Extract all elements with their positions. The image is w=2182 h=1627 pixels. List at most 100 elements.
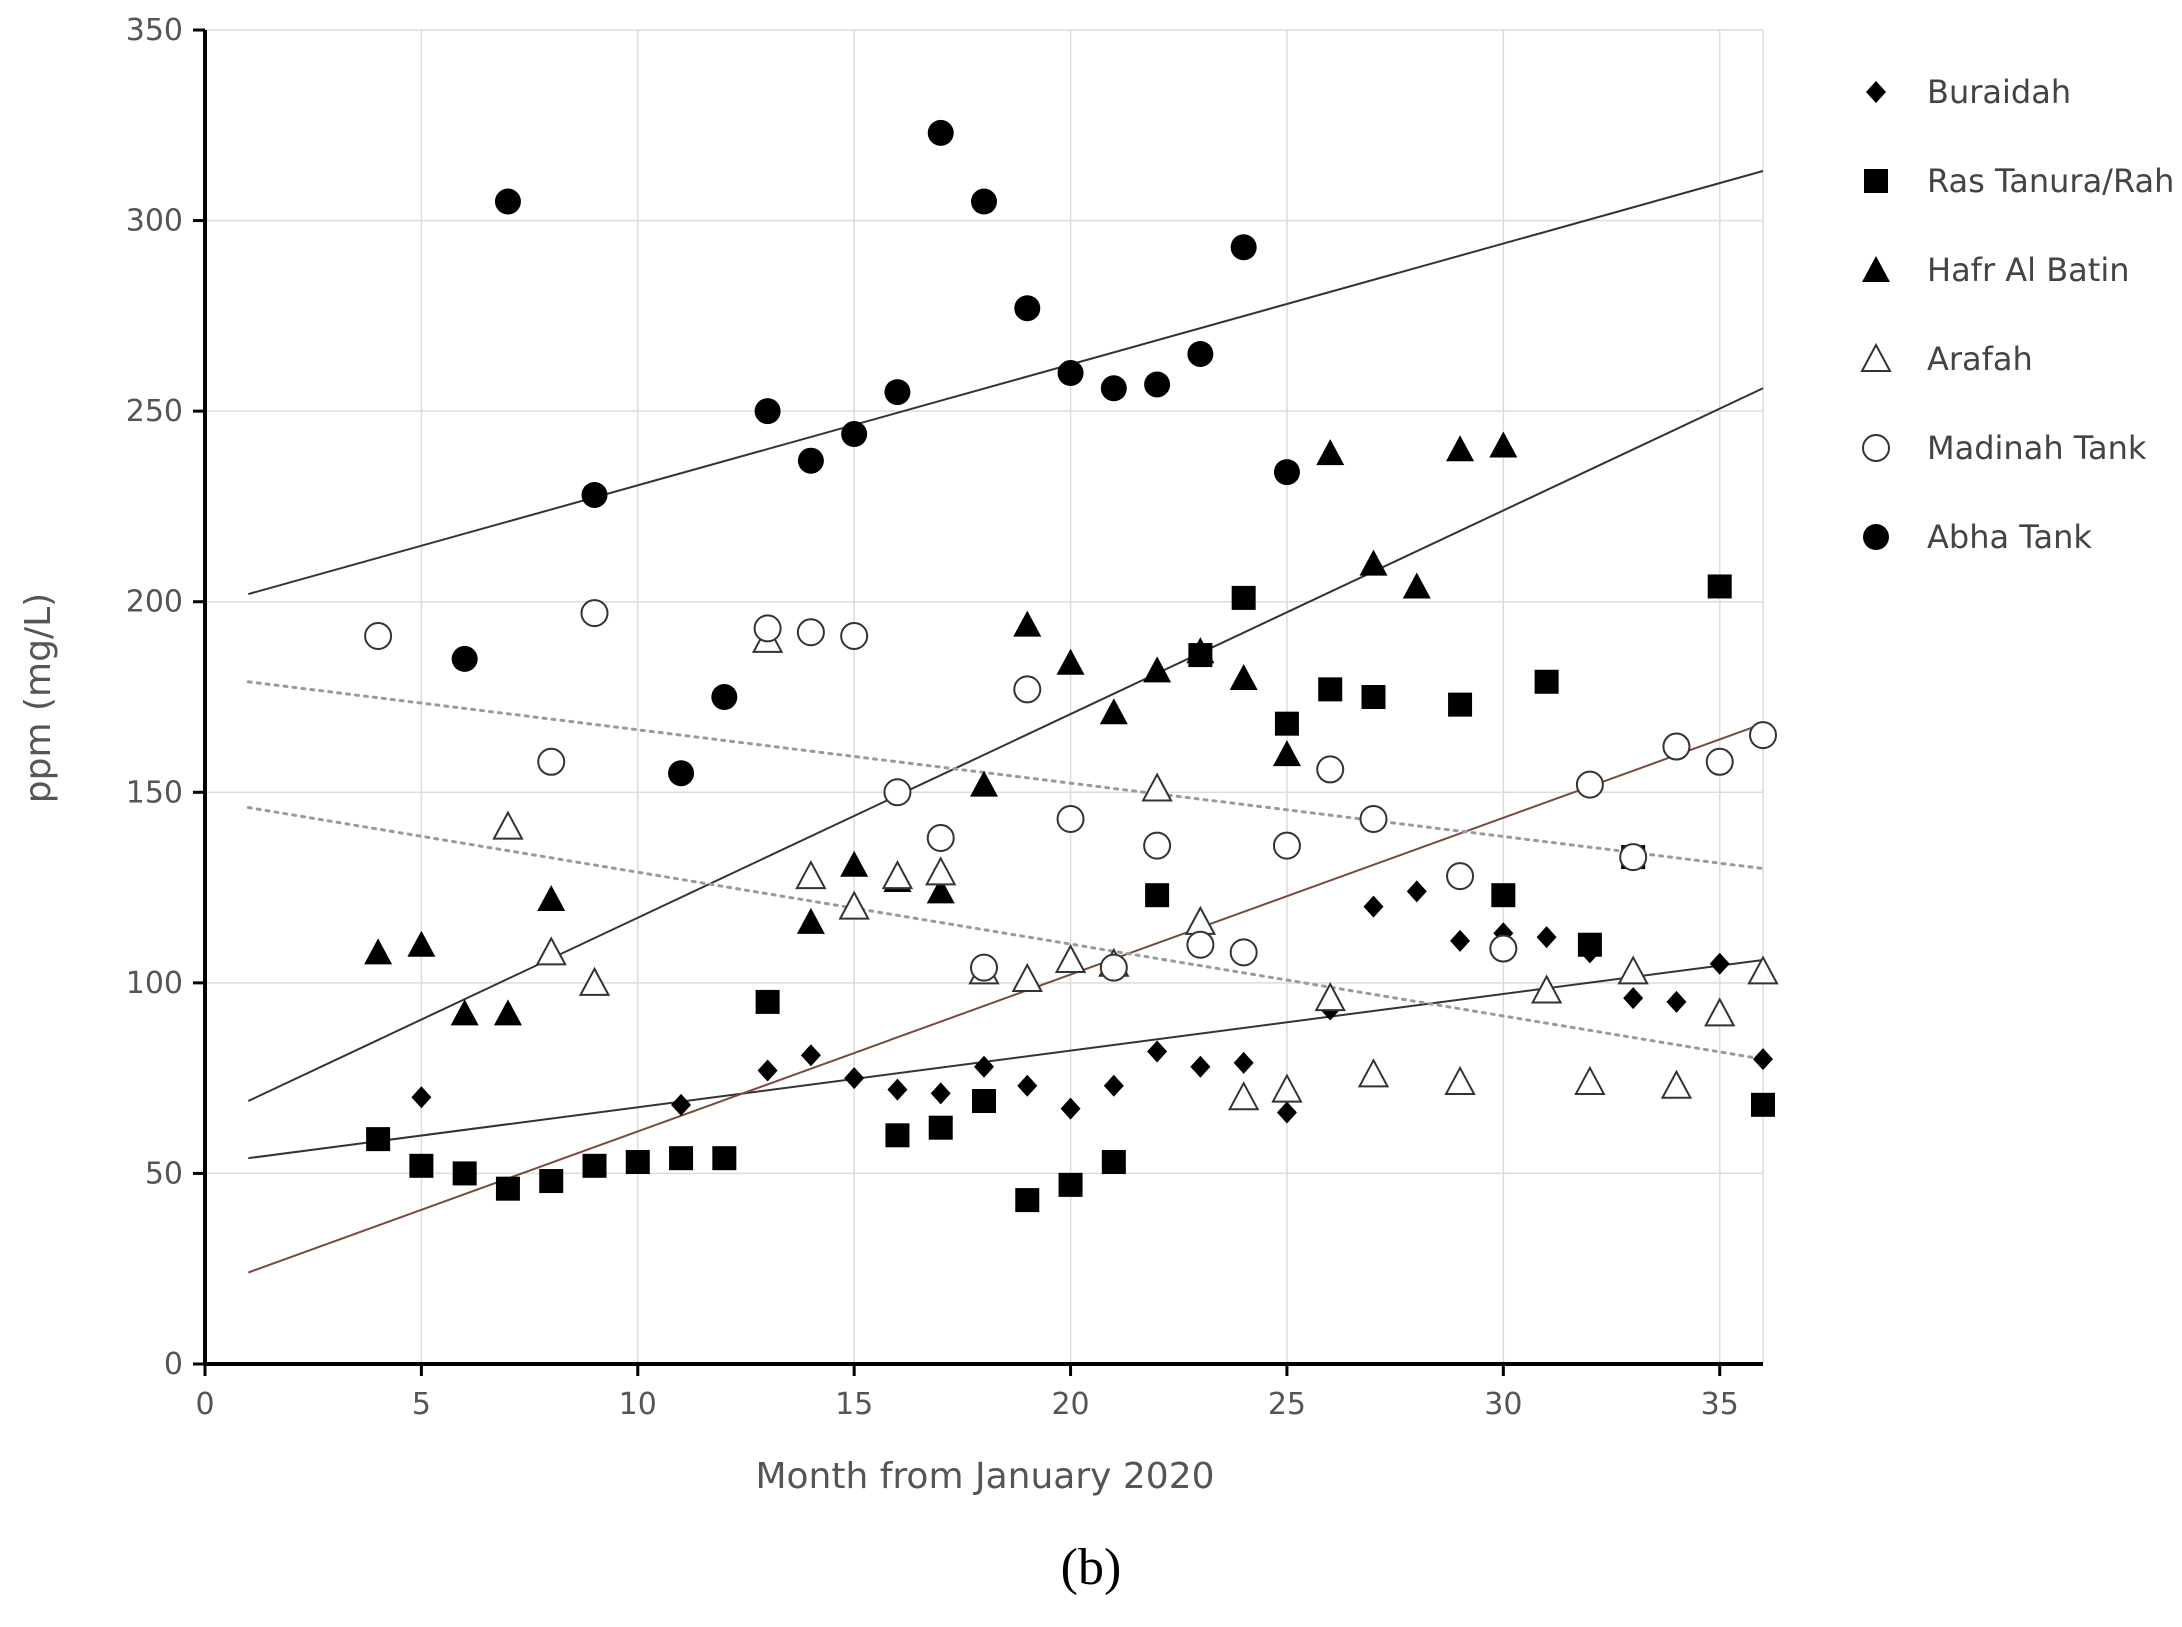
data-point	[1057, 360, 1084, 387]
data-point	[1186, 930, 1215, 959]
data-point	[1017, 1074, 1038, 1097]
data-point	[1060, 1097, 1081, 1120]
x-tick-label: 30	[1484, 1387, 1522, 1422]
trendline	[247, 387, 1764, 1102]
data-point	[1014, 295, 1041, 322]
data-point	[364, 938, 393, 965]
data-point	[1143, 831, 1172, 860]
data-point	[1231, 585, 1256, 610]
y-tick-label: 0	[164, 1347, 183, 1382]
legend-marker	[1862, 434, 1890, 462]
data-point	[754, 398, 781, 425]
data-point	[1357, 1058, 1390, 1088]
legend-marker	[1862, 256, 1890, 282]
data-point	[1444, 1065, 1476, 1095]
data-point	[578, 966, 611, 996]
series-madinah-tank	[364, 599, 1777, 982]
legend-marker	[1863, 524, 1889, 550]
data-point	[1749, 721, 1777, 750]
data-point	[972, 1089, 996, 1114]
x-tick-label: 25	[1268, 1387, 1306, 1422]
data-point	[887, 1078, 908, 1101]
data-point	[1359, 804, 1388, 833]
series-buraidah	[411, 880, 1773, 1124]
data-point	[1318, 677, 1343, 702]
data-point	[1187, 340, 1214, 367]
y-tick-label: 250	[126, 394, 183, 429]
data-point	[1361, 685, 1386, 709]
data-point	[838, 890, 870, 920]
data-point	[1491, 883, 1516, 908]
data-point	[671, 1093, 692, 1116]
data-point	[1273, 459, 1300, 486]
legend-item: Abha Tank	[1863, 518, 2092, 556]
data-point	[1574, 1065, 1606, 1095]
data-point	[1705, 747, 1734, 776]
data-point	[1145, 883, 1170, 908]
trendline	[248, 170, 1764, 596]
data-point	[537, 747, 566, 776]
data-point	[1103, 1074, 1124, 1097]
data-point	[451, 645, 478, 672]
data-point	[1617, 955, 1649, 985]
legend-marker	[1864, 169, 1888, 193]
y-axis-label: ppm (mg/L)	[18, 593, 59, 803]
data-point	[1406, 880, 1427, 903]
data-point	[1099, 953, 1128, 982]
data-point	[883, 778, 912, 807]
data-point	[1402, 572, 1431, 599]
data-point	[800, 1044, 821, 1067]
legend-label: Hafr Al Batin	[1927, 251, 2130, 289]
data-point	[1233, 1051, 1254, 1074]
data-point	[755, 989, 780, 1014]
data-point	[970, 770, 998, 797]
data-point	[1536, 926, 1557, 949]
legend-marker	[1866, 81, 1886, 103]
data-point	[930, 1082, 951, 1105]
legend-item: Ras Tanura/Rah	[1864, 162, 2174, 200]
data-point	[581, 481, 608, 508]
data-point	[1276, 1101, 1297, 1124]
data-point	[1359, 549, 1388, 576]
data-point	[926, 824, 955, 853]
trendline	[248, 958, 1764, 1160]
series-abha-tank	[451, 119, 1300, 787]
legend-item: Buraidah	[1866, 73, 2071, 111]
data-point	[580, 599, 609, 628]
data-point	[537, 885, 566, 912]
y-tick-label: 350	[126, 13, 183, 48]
y-tick-label: 200	[126, 585, 183, 620]
legend-label: Buraidah	[1927, 73, 2071, 111]
data-point	[757, 1059, 778, 1082]
trendline	[246, 680, 1765, 871]
data-point	[409, 1153, 434, 1178]
data-point	[844, 1067, 865, 1090]
data-point	[1147, 1040, 1168, 1063]
data-point	[796, 618, 825, 647]
data-point	[974, 1055, 994, 1078]
data-point	[711, 684, 738, 710]
data-point	[1753, 1048, 1773, 1071]
data-point	[1707, 574, 1732, 599]
data-point	[970, 953, 998, 982]
legend: Buraidah Ras Tanura/Rah Hafr Al Batin Arafa…	[1860, 73, 2174, 556]
data-point	[1450, 929, 1471, 952]
y-tick-label: 50	[145, 1156, 183, 1191]
legend-item: Madinah Tank	[1862, 429, 2147, 467]
data-point	[1141, 772, 1173, 802]
data-point	[1013, 610, 1042, 637]
data-point	[1227, 1081, 1260, 1111]
data-point	[1015, 1188, 1040, 1213]
trendline	[246, 806, 1765, 1061]
data-point	[407, 930, 436, 957]
legend-label: Arafah	[1927, 340, 2033, 378]
data-point	[1058, 1172, 1083, 1197]
data-point	[1662, 732, 1691, 761]
data-point	[885, 1123, 910, 1148]
data-point	[1747, 955, 1779, 985]
data-point	[1316, 755, 1345, 784]
data-point	[1100, 375, 1127, 402]
data-point	[1229, 938, 1258, 967]
